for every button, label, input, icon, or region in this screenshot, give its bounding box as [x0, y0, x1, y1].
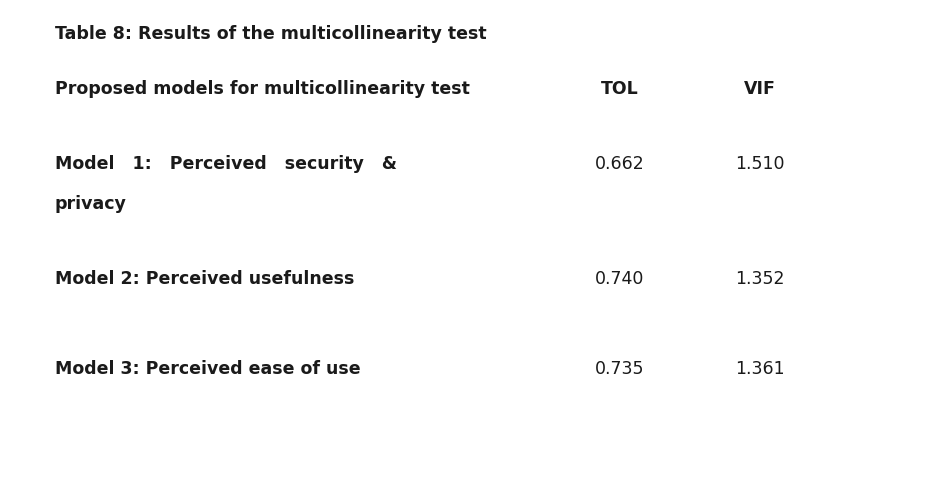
- Text: 0.662: 0.662: [595, 155, 644, 173]
- Text: 1.510: 1.510: [734, 155, 784, 173]
- Text: Model 3: Perceived ease of use: Model 3: Perceived ease of use: [55, 359, 360, 377]
- Text: 1.352: 1.352: [734, 269, 784, 288]
- Text: 0.735: 0.735: [595, 359, 644, 377]
- Text: 0.740: 0.740: [595, 269, 644, 288]
- Text: TOL: TOL: [600, 80, 638, 98]
- Text: Proposed models for multicollinearity test: Proposed models for multicollinearity te…: [55, 80, 470, 98]
- Text: VIF: VIF: [743, 80, 775, 98]
- Text: Model   1:   Perceived   security   &: Model 1: Perceived security &: [55, 155, 396, 173]
- Text: privacy: privacy: [55, 194, 127, 213]
- Text: 1.361: 1.361: [734, 359, 784, 377]
- Text: Model 2: Perceived usefulness: Model 2: Perceived usefulness: [55, 269, 354, 288]
- Text: Table 8: Results of the multicollinearity test: Table 8: Results of the multicollinearit…: [55, 25, 486, 43]
